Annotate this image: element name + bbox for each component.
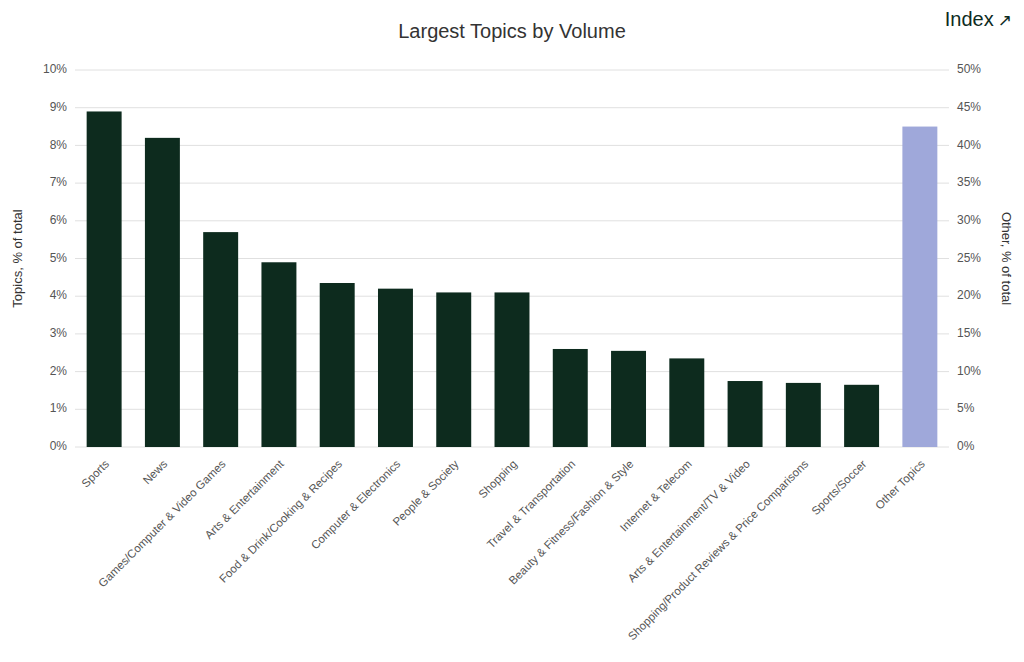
- y-tick-label: 1%: [50, 401, 68, 415]
- bar: [611, 351, 646, 447]
- axes: 0% 1% 2% 3% 4% 5% 6% 7% 8% 9% 10% 0% 5% 10% 15% 20% 25% 3…: [43, 62, 981, 642]
- bar: [145, 138, 180, 447]
- bar: [436, 292, 471, 447]
- y-tick-label: 5%: [50, 251, 68, 265]
- x-tick-label: Games/Computer & Video Games: [96, 457, 228, 589]
- bar: [902, 127, 937, 447]
- y2-tick-label: 40%: [957, 138, 981, 152]
- bar: [87, 111, 122, 447]
- y2-tick-label: 10%: [957, 364, 981, 378]
- y-tick-label: 0%: [50, 439, 68, 453]
- annotation: Index: [945, 8, 994, 30]
- chart: 0% 1% 2% 3% 4% 5% 6% 7% 8% 9% 10% 0% 5% 10% 15% 20% 25% 3…: [0, 0, 1024, 662]
- y2-tick-label: 0%: [957, 439, 975, 453]
- x-tick-label: People & Society: [390, 457, 461, 528]
- x-tick-label: News: [141, 457, 170, 486]
- x-tick-label: Computer & Electronics: [309, 457, 403, 551]
- x-tick-label: Arts & Entertainment/TV & Video: [625, 458, 752, 585]
- grid-line: [75, 145, 949, 146]
- x-tick-label: Beauty & Fitness/Fashion & Style: [506, 458, 635, 587]
- x-tick-label: Other Topics: [873, 457, 927, 511]
- bar: [495, 292, 530, 447]
- y-axis-label: Topics, % of total: [10, 209, 25, 307]
- grid-line: [75, 220, 949, 221]
- bar: [553, 349, 588, 447]
- bar: [378, 289, 413, 447]
- y2-tick-label: 45%: [957, 100, 981, 114]
- y2-tick-label: 50%: [957, 62, 981, 76]
- bar: [320, 283, 355, 447]
- y-tick-label: 4%: [50, 288, 68, 302]
- y2-tick-label: 35%: [957, 175, 981, 189]
- y-tick-label: 3%: [50, 326, 68, 340]
- bar: [786, 383, 821, 447]
- y2-tick-label: 15%: [957, 326, 981, 340]
- x-tick-label: Sports/Soccer: [809, 457, 869, 517]
- grid-line: [75, 70, 949, 71]
- y2-tick-label: 20%: [957, 288, 981, 302]
- y-tick-label: 6%: [50, 213, 68, 227]
- title: Largest Topics by Volume: [398, 20, 626, 42]
- y-tick-label: 2%: [50, 364, 68, 378]
- bar: [203, 232, 238, 447]
- y2-tick-label: 5%: [957, 401, 975, 415]
- y-tick-label: 9%: [50, 100, 68, 114]
- bar: [844, 385, 879, 447]
- grid-line: [75, 183, 949, 184]
- y2-tick-label: 30%: [957, 213, 981, 227]
- annotation: ↗: [998, 11, 1012, 30]
- grid-line: [75, 107, 949, 108]
- x-tick-label: Shopping: [476, 458, 519, 501]
- y-tick-label: 8%: [50, 138, 68, 152]
- y2-axis-label: Other, % of total: [999, 212, 1014, 305]
- x-tick-label: Shopping/Product Reviews & Price Compari…: [626, 457, 811, 642]
- bars: [87, 111, 938, 447]
- y-tick-label: 7%: [50, 175, 68, 189]
- x-tick-label: Sports: [79, 457, 111, 489]
- x-tick-label: Food & Drink/Cooking & Recipes: [217, 457, 345, 585]
- y2-tick-label: 25%: [957, 251, 981, 265]
- bar: [669, 358, 704, 447]
- y-tick-label: 10%: [43, 62, 67, 76]
- bar: [728, 381, 763, 447]
- bar: [261, 262, 296, 447]
